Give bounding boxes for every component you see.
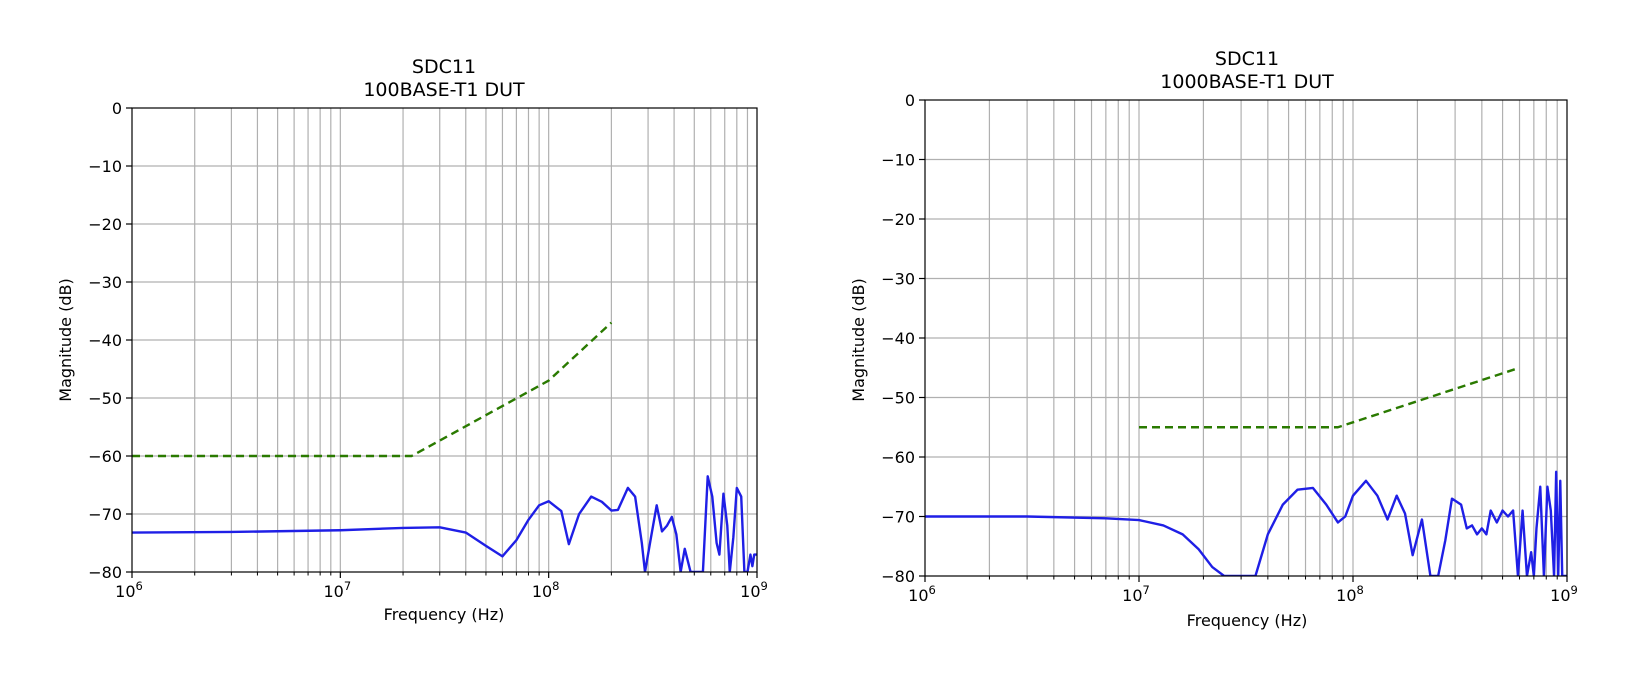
measured-line bbox=[132, 475, 757, 572]
y-tick-label: −60 bbox=[881, 448, 915, 467]
x-axis-label: Frequency (Hz) bbox=[384, 605, 505, 624]
y-axis-label: Magnitude (dB) bbox=[849, 278, 868, 401]
y-tick-label: −40 bbox=[88, 331, 122, 350]
y-tick-label: −30 bbox=[88, 273, 122, 292]
chart-title: SDC11 bbox=[1215, 48, 1279, 70]
x-tick-label: 107 bbox=[1122, 583, 1150, 605]
y-tick-label: −20 bbox=[88, 215, 122, 234]
y-tick-label: −20 bbox=[881, 210, 915, 229]
x-tick-label: 106 bbox=[115, 579, 143, 601]
y-tick-label: −30 bbox=[881, 270, 915, 289]
y-tick-label: 0 bbox=[112, 99, 122, 118]
x-tick-label: 108 bbox=[532, 579, 560, 601]
chart-title: SDC11 bbox=[412, 56, 476, 78]
y-tick-label: −10 bbox=[881, 151, 915, 170]
chart-subtitle: 1000BASE-T1 DUT bbox=[1160, 71, 1334, 93]
y-tick-label: −80 bbox=[881, 567, 915, 586]
chart-panel-right: SDC11 1000BASE-T1 DUT Frequency (Hz) Mag… bbox=[849, 48, 1578, 630]
y-tick-label: −50 bbox=[88, 389, 122, 408]
chart-subtitle: 100BASE-T1 DUT bbox=[363, 79, 525, 101]
x-tick-label: 106 bbox=[908, 583, 936, 605]
limit-line bbox=[132, 321, 613, 458]
x-tick-label: 109 bbox=[740, 579, 768, 601]
chart-panel-left: SDC11 100BASE-T1 DUT Frequency (Hz) Magn… bbox=[56, 56, 768, 624]
y-tick-label: −70 bbox=[881, 508, 915, 527]
y-tick-label: −70 bbox=[88, 505, 122, 524]
y-tick-label: −60 bbox=[88, 447, 122, 466]
x-tick-label: 109 bbox=[1550, 583, 1578, 605]
y-tick-label: 0 bbox=[905, 91, 915, 110]
x-axis-label: Frequency (Hz) bbox=[1187, 611, 1308, 630]
measured-line bbox=[925, 470, 1567, 576]
y-axis-label: Magnitude (dB) bbox=[56, 278, 75, 401]
x-tick-label: 107 bbox=[323, 579, 351, 601]
y-tick-label: −50 bbox=[881, 389, 915, 408]
x-tick-label: 108 bbox=[1336, 583, 1364, 605]
y-tick-label: −80 bbox=[88, 563, 122, 582]
limit-line bbox=[1139, 366, 1520, 429]
y-tick-label: −40 bbox=[881, 329, 915, 348]
y-tick-label: −10 bbox=[88, 157, 122, 176]
